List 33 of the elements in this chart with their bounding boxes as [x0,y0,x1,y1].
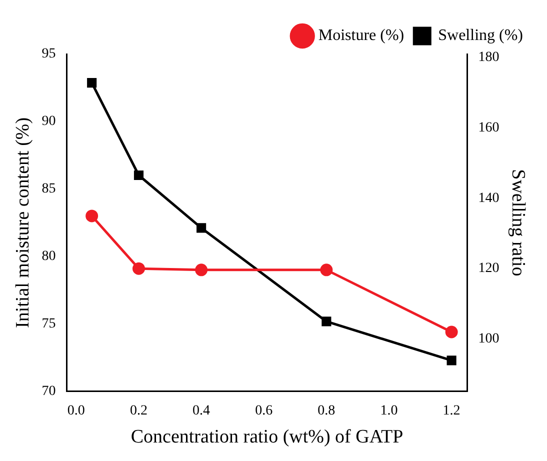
y2-tick-label: 100 [478,331,500,346]
point [322,316,332,326]
point [134,170,144,180]
x-tick-label: 0.0 [67,403,85,418]
legend-label: Swelling (%) [438,27,523,44]
x-tick-label: 0.2 [130,403,148,418]
point [86,210,98,222]
x-tick-label: 0.4 [192,403,210,418]
point [87,78,97,88]
x-tick-label: 1.2 [442,403,460,418]
y2-tick-label: 180 [478,50,500,66]
y2-tick-label: 120 [478,261,500,276]
x-tick-label: 0.8 [318,403,336,418]
y-tick-label: 95 [42,46,56,62]
y-tick-label: 80 [42,249,56,264]
y-tick-label: 75 [42,316,56,332]
y-axis-title: Initial moisture content (%) [12,117,34,328]
legend-label: Moisture (%) [318,27,404,44]
x-tick-label: 1.0 [380,403,398,418]
y-tick-label: 85 [42,182,56,197]
x-axis-title: Concentration ratio (wt%) of GATP [130,426,404,448]
point [445,326,458,338]
x-tick-label: 0.6 [255,403,273,418]
y2-axis-title: Swelling ratio [508,169,529,276]
y-tick-label: 70 [42,384,56,400]
y2-tick-label: 140 [478,190,500,206]
y2-tick-label: 160 [478,120,500,136]
point [132,262,145,275]
point [195,264,208,276]
point [320,264,333,276]
point [446,356,456,366]
y-tick-label: 90 [42,114,56,130]
point [196,223,206,233]
